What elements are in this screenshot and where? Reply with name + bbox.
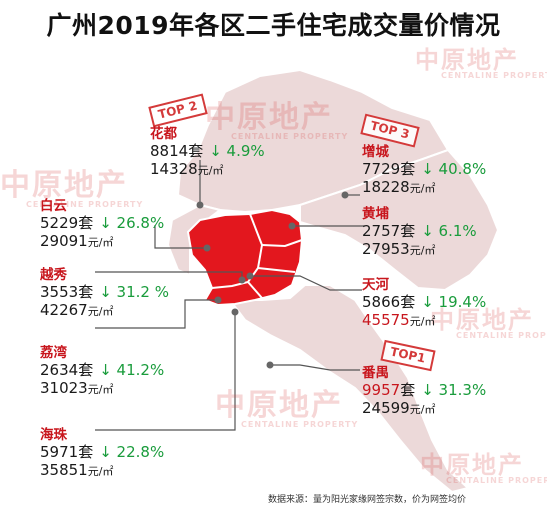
volume-change: ↓ 26.8% bbox=[99, 214, 165, 233]
price-unit: 元/㎡ bbox=[409, 182, 436, 196]
price-unit: 元/㎡ bbox=[87, 465, 114, 479]
district-name: 黄埔 bbox=[362, 206, 389, 222]
data-source-note: 数据来源：量为阳光家缘网签宗数，价为网签均价 bbox=[268, 495, 467, 505]
marker-zengcheng bbox=[341, 191, 349, 199]
district-name: 增城 bbox=[362, 144, 389, 160]
price-value: 42267 bbox=[40, 301, 88, 320]
leader-line-baiyun bbox=[154, 225, 207, 249]
district-boundary bbox=[257, 267, 296, 273]
price-value: 35851 bbox=[40, 461, 88, 480]
district-label-panyu: 番禺 9957套 ↓ 31.3% 24599元/㎡ bbox=[362, 365, 486, 417]
price-unit: 元/㎡ bbox=[87, 305, 114, 319]
volume-change: ↓ 6.1% bbox=[421, 222, 477, 241]
volume-value: 5229 bbox=[40, 214, 79, 233]
price-unit: 元/㎡ bbox=[87, 236, 114, 250]
marker-tianhe bbox=[246, 272, 254, 280]
volume-unit: 套 bbox=[78, 361, 94, 380]
marker-baiyun bbox=[203, 244, 211, 252]
volume-change: ↓ 31.3% bbox=[421, 381, 487, 400]
district-label-liwan: 荔湾 2634套 ↓ 41.2% 31023元/㎡ bbox=[40, 345, 164, 397]
leader-line-panyu bbox=[270, 364, 360, 371]
region-east bbox=[299, 148, 500, 292]
price-unit: 元/㎡ bbox=[409, 244, 436, 258]
volume-unit: 套 bbox=[78, 283, 94, 302]
district-label-yuexiu: 越秀 3553套 ↓ 31.2 % 42267元/㎡ bbox=[40, 267, 169, 319]
volume-value: 8814 bbox=[150, 142, 189, 161]
volume-value: 2634 bbox=[40, 361, 79, 380]
leader-line-liwan bbox=[95, 299, 218, 329]
volume-unit: 套 bbox=[78, 214, 94, 233]
volume-value: 9957 bbox=[362, 381, 401, 400]
volume-unit: 套 bbox=[400, 381, 416, 400]
region-south bbox=[228, 284, 471, 494]
district-name: 番禺 bbox=[362, 365, 389, 381]
price-value: 27953 bbox=[362, 240, 410, 259]
volume-change: ↓ 31.2 % bbox=[99, 283, 169, 302]
leader-line-tianhe bbox=[250, 275, 362, 291]
price-unit: 元/㎡ bbox=[409, 403, 436, 417]
volume-unit: 套 bbox=[78, 443, 94, 462]
district-boundary bbox=[247, 281, 263, 299]
price-unit: 元/㎡ bbox=[197, 164, 224, 178]
volume-change: ↓ 19.4% bbox=[421, 293, 487, 312]
price-value: 29091 bbox=[40, 232, 88, 251]
district-name: 海珠 bbox=[40, 427, 67, 443]
marker-yuexiu bbox=[238, 276, 246, 284]
district-name: 荔湾 bbox=[40, 345, 67, 361]
page-title: 广州2019年各区二手住宅成交量价情况 bbox=[46, 11, 501, 40]
marker-haizhu bbox=[231, 308, 239, 316]
district-name: 花都 bbox=[150, 126, 177, 142]
volume-unit: 套 bbox=[188, 142, 204, 161]
volume-unit: 套 bbox=[400, 222, 416, 241]
price-value: 18228 bbox=[362, 178, 410, 197]
region-central bbox=[186, 208, 304, 307]
district-label-huangpu: 黄埔 2757套 ↓ 6.1% 27953元/㎡ bbox=[362, 206, 477, 258]
price-value: 24599 bbox=[362, 399, 410, 418]
district-name: 天河 bbox=[362, 277, 389, 293]
volume-unit: 套 bbox=[400, 160, 416, 179]
district-name: 越秀 bbox=[40, 267, 67, 283]
marker-panyu bbox=[266, 361, 274, 369]
price-unit: 元/㎡ bbox=[409, 315, 436, 329]
district-label-baiyun: 白云 5229套 ↓ 26.8% 29091元/㎡ bbox=[40, 198, 164, 250]
district-label-haizhu: 海珠 5971套 ↓ 22.8% 35851元/㎡ bbox=[40, 427, 164, 479]
marker-liwan bbox=[214, 296, 222, 304]
volume-change: ↓ 41.2% bbox=[99, 361, 165, 380]
price-unit: 元/㎡ bbox=[87, 383, 114, 397]
volume-change: ↓ 40.8% bbox=[421, 160, 487, 179]
volume-value: 2757 bbox=[362, 222, 401, 241]
marker-huangpu bbox=[288, 222, 296, 230]
district-label-zengcheng: 增城 7729套 ↓ 40.8% 18228元/㎡ bbox=[362, 144, 486, 196]
district-label-huadu: 花都 8814套 ↓ 4.9% 14328元/㎡ bbox=[150, 126, 265, 178]
district-label-tianhe: 天河 5866套 ↓ 19.4% 45575元/㎡ bbox=[362, 277, 486, 329]
volume-change: ↓ 22.8% bbox=[99, 443, 165, 462]
volume-value: 5971 bbox=[40, 443, 79, 462]
volume-change: ↓ 4.9% bbox=[209, 142, 265, 161]
price-value: 14328 bbox=[150, 160, 198, 179]
volume-unit: 套 bbox=[400, 293, 416, 312]
volume-value: 7729 bbox=[362, 160, 401, 179]
price-value: 45575 bbox=[362, 311, 410, 330]
leader-line-haizhu bbox=[95, 312, 236, 431]
district-name: 白云 bbox=[40, 198, 67, 214]
volume-value: 5866 bbox=[362, 293, 401, 312]
marker-huadu bbox=[196, 201, 204, 209]
price-value: 31023 bbox=[40, 379, 88, 398]
volume-value: 3553 bbox=[40, 283, 79, 302]
district-boundary bbox=[261, 239, 303, 248]
